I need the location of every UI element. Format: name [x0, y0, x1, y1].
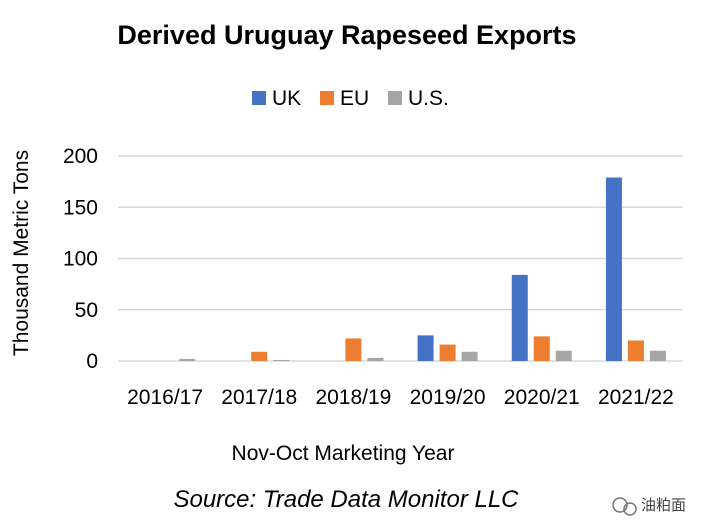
x-tick-label: 2018/19: [315, 386, 391, 409]
bar-us-2017-18: [273, 359, 290, 361]
y-tick-label: 100: [63, 248, 98, 271]
x-tick-label: 2017/18: [221, 386, 297, 409]
bars: [179, 177, 666, 361]
x-axis-ticks: 2016/17 2017/18 2018/19 2019/20 2020/21 2021/…: [127, 386, 674, 409]
y-axis-label: Thousand Metric Tons: [10, 150, 33, 356]
bar-eu-2019-20: [439, 344, 456, 361]
bar-eu-2021-22: [627, 340, 644, 361]
bar-eu-2020-21: [533, 336, 550, 361]
y-tick-label: 150: [63, 196, 98, 219]
bar-uk-2019-20: [417, 335, 434, 361]
y-tick-label: 50: [75, 299, 98, 322]
bar-eu-2017-18: [251, 351, 268, 361]
wechat-icon: [612, 497, 628, 513]
bar-uk-2020-21: [511, 274, 528, 361]
x-tick-label: 2020/21: [504, 386, 580, 409]
y-axis-ticks: 0 50 100 150 200: [63, 145, 98, 373]
y-tick-label: 200: [63, 145, 98, 168]
x-tick-label: 2021/22: [598, 386, 674, 409]
bar-us-2019-20: [461, 351, 478, 361]
bar-us-2018-19: [367, 357, 384, 361]
legend-label: U.S.: [408, 87, 449, 110]
chart-title: Derived Uruguay Rapeseed Exports: [117, 20, 576, 50]
bar-us-2020-21: [555, 350, 572, 361]
legend-swatch: [252, 91, 266, 105]
x-tick-label: 2019/20: [410, 386, 486, 409]
legend: UK EU U.S.: [252, 87, 449, 110]
x-axis-label: Nov-Oct Marketing Year: [232, 442, 455, 465]
x-tick-label: 2016/17: [127, 386, 203, 409]
gridlines: [118, 155, 683, 362]
y-tick-label: 0: [86, 350, 98, 373]
wechat-icon-small: [623, 502, 637, 516]
watermark-text: 油粕面: [641, 497, 686, 514]
watermark: 油粕面: [612, 497, 686, 516]
source-note: Source: Trade Data Monitor LLC: [173, 486, 519, 513]
legend-label: EU: [340, 87, 369, 110]
legend-swatch: [388, 91, 402, 105]
bar-us-2016-17: [179, 358, 196, 361]
bar-eu-2018-19: [345, 338, 362, 361]
bar-uk-2021-22: [605, 177, 622, 361]
legend-label: UK: [272, 87, 301, 110]
bar-us-2021-22: [649, 350, 666, 361]
legend-swatch: [320, 91, 334, 105]
